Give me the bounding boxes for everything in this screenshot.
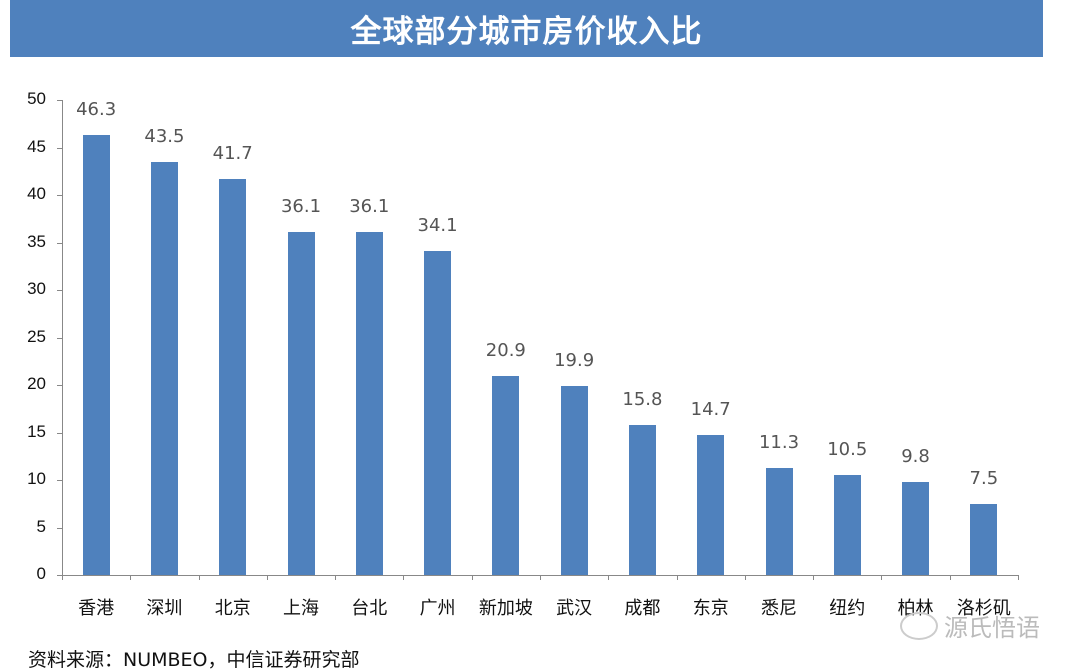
value-label: 7.5 <box>969 467 999 489</box>
value-label: 9.8 <box>901 445 930 467</box>
y-tick-mark <box>57 242 62 244</box>
wechat-icon <box>900 611 938 640</box>
bar <box>628 424 656 575</box>
y-tick-label: 50 <box>27 89 46 108</box>
bar <box>560 385 588 575</box>
y-tick-label: 35 <box>27 231 46 251</box>
x-tick-mark <box>62 575 63 580</box>
value-label: 41.7 <box>212 142 253 164</box>
y-tick-label: 0 <box>36 564 46 583</box>
y-tick-label: 5 <box>36 516 46 536</box>
y-tick-label: 15 <box>27 421 46 441</box>
y-tick-mark <box>57 575 62 576</box>
value-label: 11.3 <box>758 431 800 453</box>
y-tick-label: 25 <box>27 326 46 346</box>
bar <box>970 503 998 575</box>
x-category-label: 广州 <box>419 598 456 619</box>
y-tick-label: 10 <box>27 469 46 488</box>
y-tick-mark <box>57 195 62 196</box>
x-category-label: 悉尼 <box>761 598 797 619</box>
value-label: 36.1 <box>349 196 390 218</box>
y-tick-mark <box>57 147 62 149</box>
y-tick-mark <box>57 432 62 434</box>
value-label: 34.1 <box>417 215 458 237</box>
bar <box>424 251 452 575</box>
bar <box>697 435 725 575</box>
x-category-label: 东京 <box>692 598 729 619</box>
x-category-label: 纽约 <box>829 598 866 619</box>
value-label: 14.7 <box>690 399 731 421</box>
x-category-label: 新加坡 <box>478 598 533 619</box>
x-tick-mark <box>198 575 200 580</box>
x-category-label: 洛杉矶 <box>956 598 1011 619</box>
bar <box>902 481 930 575</box>
x-tick-mark <box>335 575 337 580</box>
x-tick-mark <box>881 575 883 580</box>
x-category-label: 台北 <box>351 598 388 619</box>
bar <box>765 467 793 575</box>
x-tick-mark <box>471 575 473 580</box>
x-tick-mark <box>130 575 132 580</box>
watermark-text: 源氏悟语 <box>944 614 1040 642</box>
x-tick-mark <box>266 575 268 580</box>
y-tick-mark <box>57 480 62 481</box>
x-tick-mark <box>1018 575 1019 580</box>
y-tick-label: 40 <box>27 184 46 203</box>
y-tick-label: 30 <box>27 279 46 298</box>
x-tick-mark <box>744 575 746 580</box>
y-axis <box>62 100 63 576</box>
chart-title-banner: 全球部分城市房价收入比 <box>10 0 1043 57</box>
x-category-label: 香港 <box>78 598 115 619</box>
x-category-label: 上海 <box>283 598 319 619</box>
source-note: 资料来源：NUMBEO，中信证券研究部 <box>28 649 360 671</box>
x-category-label: 成都 <box>624 598 661 619</box>
y-tick-mark <box>57 337 62 339</box>
bar <box>82 135 110 575</box>
value-label: 10.5 <box>827 439 868 461</box>
y-tick-mark <box>57 100 62 101</box>
watermark: 源氏悟语 <box>900 608 1040 643</box>
bar <box>287 232 315 575</box>
y-tick-label: 45 <box>27 136 46 156</box>
value-label: 43.5 <box>144 125 185 147</box>
x-category-label: 武汉 <box>556 598 593 619</box>
y-tick-mark <box>57 527 62 529</box>
value-label: 19.9 <box>554 349 595 371</box>
x-tick-mark <box>676 575 678 580</box>
x-tick-mark <box>813 575 815 580</box>
y-tick-mark <box>57 290 62 291</box>
x-tick-mark <box>949 575 951 580</box>
value-label: 15.8 <box>622 388 663 410</box>
x-category-label: 深圳 <box>146 598 183 619</box>
y-tick-mark <box>57 385 62 386</box>
x-tick-mark <box>608 575 610 580</box>
bar <box>355 232 383 575</box>
bar <box>219 178 247 575</box>
value-label: 46.3 <box>76 99 117 121</box>
x-tick-mark <box>540 575 541 580</box>
chart-title: 全球部分城市房价收入比 <box>350 14 703 50</box>
bar <box>833 475 861 575</box>
y-tick-label: 20 <box>27 374 46 393</box>
x-category-label: 北京 <box>214 598 251 619</box>
value-label: 36.1 <box>280 196 322 218</box>
value-label: 20.9 <box>485 340 526 362</box>
bar <box>150 161 178 575</box>
bar <box>492 376 520 575</box>
x-tick-mark <box>403 575 405 580</box>
